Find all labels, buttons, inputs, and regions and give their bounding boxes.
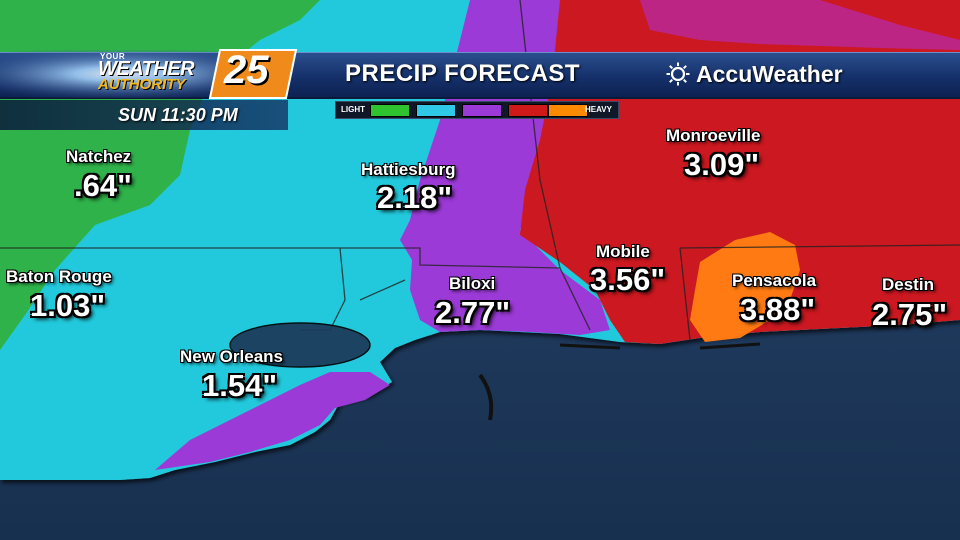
city-amount-biloxi: 2.77" — [435, 295, 511, 330]
city-name-biloxi: Biloxi — [449, 274, 496, 293]
city-name-mobile: Mobile — [596, 242, 650, 261]
legend-swatch-orange — [548, 104, 588, 117]
legend-high-label: HEAVY — [585, 105, 612, 114]
logo-authority: AUTHORITY — [98, 76, 186, 93]
station-logo-graphic — [0, 49, 300, 99]
city-amount-new-orleans: 1.54" — [202, 368, 278, 403]
city-name-new-orleans: New Orleans — [180, 347, 283, 366]
legend-low-label: LIGHT — [341, 105, 365, 114]
city-name-hattiesburg: Hattiesburg — [361, 160, 456, 179]
logo-channel-number: 25 — [224, 48, 269, 92]
island-chandeleur — [478, 373, 494, 421]
lake-pontchartrain — [229, 322, 371, 368]
city-amount-monroeville: 3.09" — [684, 147, 760, 182]
logo-weather: WEATHER — [98, 58, 195, 80]
legend-swatch-green — [370, 104, 410, 117]
precip-orange — [690, 232, 800, 342]
legend-swatch-cyan — [416, 104, 456, 117]
brand-name: AccuWeather — [696, 60, 843, 87]
legend-swatch-red — [508, 104, 548, 117]
precip-purple-delta — [155, 372, 390, 470]
city-amount-hattiesburg: 2.18" — [377, 180, 453, 215]
barrier-islands — [559, 342, 761, 350]
city-name-baton-rouge: Baton Rouge — [6, 267, 112, 286]
city-name-destin: Destin — [882, 275, 934, 294]
accuweather-brand: AccuWeather — [666, 60, 843, 88]
legend-swatch-purple — [462, 104, 502, 117]
city-amount-destin: 2.75" — [872, 297, 948, 332]
city-amount-mobile: 3.56" — [590, 262, 666, 297]
city-name-monroeville: Monroeville — [666, 126, 761, 145]
page-title: PRECIP FORECAST — [345, 60, 581, 87]
precip-magenta — [640, 0, 960, 50]
time-bar — [0, 100, 288, 130]
forecast-time: SUN 11:30 PM — [118, 105, 238, 125]
city-amount-pensacola: 3.88" — [740, 292, 816, 327]
logo-your: YOUR — [100, 52, 126, 61]
sun-icon — [666, 62, 690, 86]
city-name-pensacola: Pensacola — [732, 271, 817, 290]
city-name-natchez: Natchez — [66, 147, 132, 166]
city-amount-baton-rouge: 1.03" — [30, 288, 106, 323]
city-amount-natchez: .64" — [74, 168, 132, 203]
